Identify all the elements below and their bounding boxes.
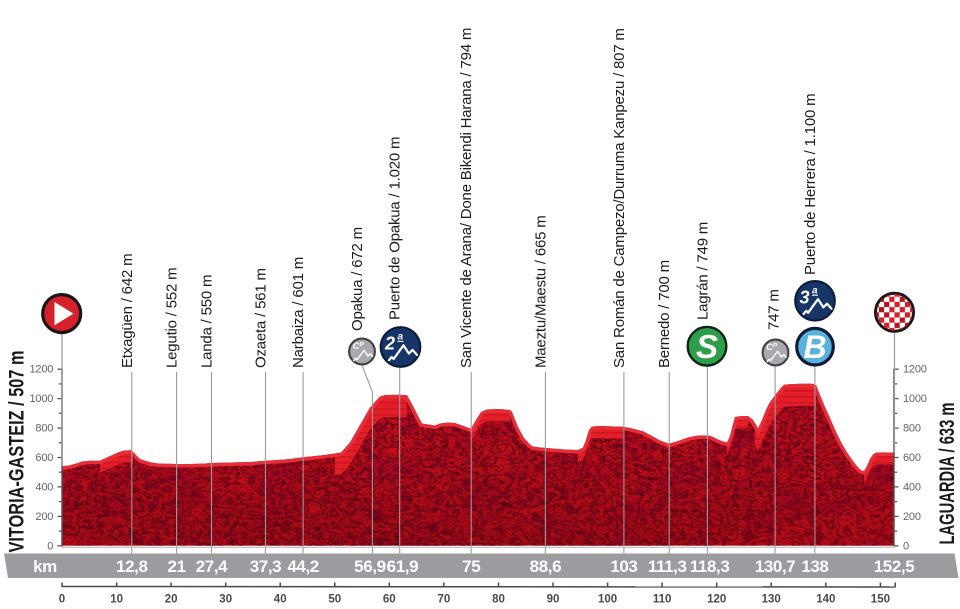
svg-text:56,9: 56,9 [354,557,386,576]
svg-text:2: 2 [384,334,395,354]
svg-text:12,8: 12,8 [116,557,148,576]
svg-text:100: 100 [598,594,617,606]
svg-text:130: 130 [762,594,781,606]
svg-text:152,5: 152,5 [874,557,915,576]
svg-text:120: 120 [707,594,726,606]
svg-text:0: 0 [47,540,53,552]
svg-text:61,9: 61,9 [387,557,419,576]
svg-text:Opakua / 672 m: Opakua / 672 m [349,227,366,331]
svg-text:88,6: 88,6 [530,557,562,576]
svg-text:Narbaiza / 601 m: Narbaiza / 601 m [290,257,307,368]
svg-text:800: 800 [35,423,53,435]
svg-text:200: 200 [903,511,921,523]
svg-text:10: 10 [110,594,123,606]
svg-text:138: 138 [801,557,828,576]
svg-text:P: P [359,342,364,349]
svg-text:km: km [33,557,57,576]
svg-text:San Vicente de Arana/ Done Bik: San Vicente de Arana/ Done Bikendi Haran… [458,28,475,368]
svg-text:80: 80 [492,594,505,606]
svg-text:40: 40 [274,594,287,606]
svg-text:Bernedo / 700 m: Bernedo / 700 m [656,260,673,368]
svg-text:0: 0 [903,540,909,552]
svg-text:a: a [812,285,818,296]
svg-text:21: 21 [168,557,186,576]
svg-text:111,3: 111,3 [648,557,687,576]
svg-text:50: 50 [328,594,341,606]
svg-text:1000: 1000 [903,393,927,405]
svg-text:30: 30 [219,594,232,606]
svg-text:Etxagüen / 642 m: Etxagüen / 642 m [119,254,136,368]
svg-text:Puerto de Herrera / 1.100 m: Puerto de Herrera / 1.100 m [802,94,819,275]
svg-text:San Román de Campezo/Durruma K: San Román de Campezo/Durruma Kanpezu / 8… [611,28,628,368]
svg-text:1000: 1000 [30,393,54,405]
svg-text:0: 0 [59,594,65,606]
svg-text:C: C [766,342,773,352]
svg-text:a: a [398,332,404,343]
svg-text:B: B [803,329,826,365]
svg-text:600: 600 [35,452,53,464]
svg-text:200: 200 [35,511,53,523]
svg-text:118,3: 118,3 [690,557,730,576]
svg-text:140: 140 [816,594,835,606]
svg-text:1200: 1200 [30,364,54,376]
svg-text:Landa / 550 m: Landa / 550 m [199,275,216,368]
svg-text:C: C [353,341,360,351]
svg-text:110: 110 [653,594,672,606]
svg-text:Puerto de Opakua / 1.020 m: Puerto de Opakua / 1.020 m [387,137,404,320]
svg-text:130,7: 130,7 [755,557,796,576]
svg-text:400: 400 [35,481,53,493]
svg-text:1200: 1200 [903,364,927,376]
svg-text:70: 70 [438,594,451,606]
svg-text:75: 75 [462,557,480,576]
svg-text:150: 150 [871,594,890,606]
svg-text:800: 800 [903,423,921,435]
svg-text:27,4: 27,4 [196,557,228,576]
svg-text:Lagrán / 749 m: Lagrán / 749 m [694,222,711,320]
svg-text:60: 60 [383,594,396,606]
svg-text:103: 103 [610,557,637,576]
svg-text:S: S [696,328,718,365]
svg-text:Ozaeta / 561 m: Ozaeta / 561 m [253,268,270,368]
svg-text:90: 90 [547,594,560,606]
svg-text:400: 400 [903,481,921,493]
svg-text:Legutio / 552 m: Legutio / 552 m [164,268,181,368]
svg-text:VITORIA-GASTEIZ / 507 m: VITORIA-GASTEIZ / 507 m [6,351,29,553]
svg-text:600: 600 [903,452,921,464]
svg-text:LAGUARDIA / 633 m: LAGUARDIA / 633 m [936,403,959,545]
svg-text:44,2: 44,2 [287,557,319,576]
svg-text:37,3: 37,3 [250,557,282,576]
svg-text:747 m: 747 m [766,289,783,330]
svg-text:20: 20 [165,594,178,606]
svg-text:3: 3 [800,287,810,307]
svg-text:Maeztu/Maestu / 665 m: Maeztu/Maestu / 665 m [532,215,549,368]
svg-text:P: P [773,343,778,350]
